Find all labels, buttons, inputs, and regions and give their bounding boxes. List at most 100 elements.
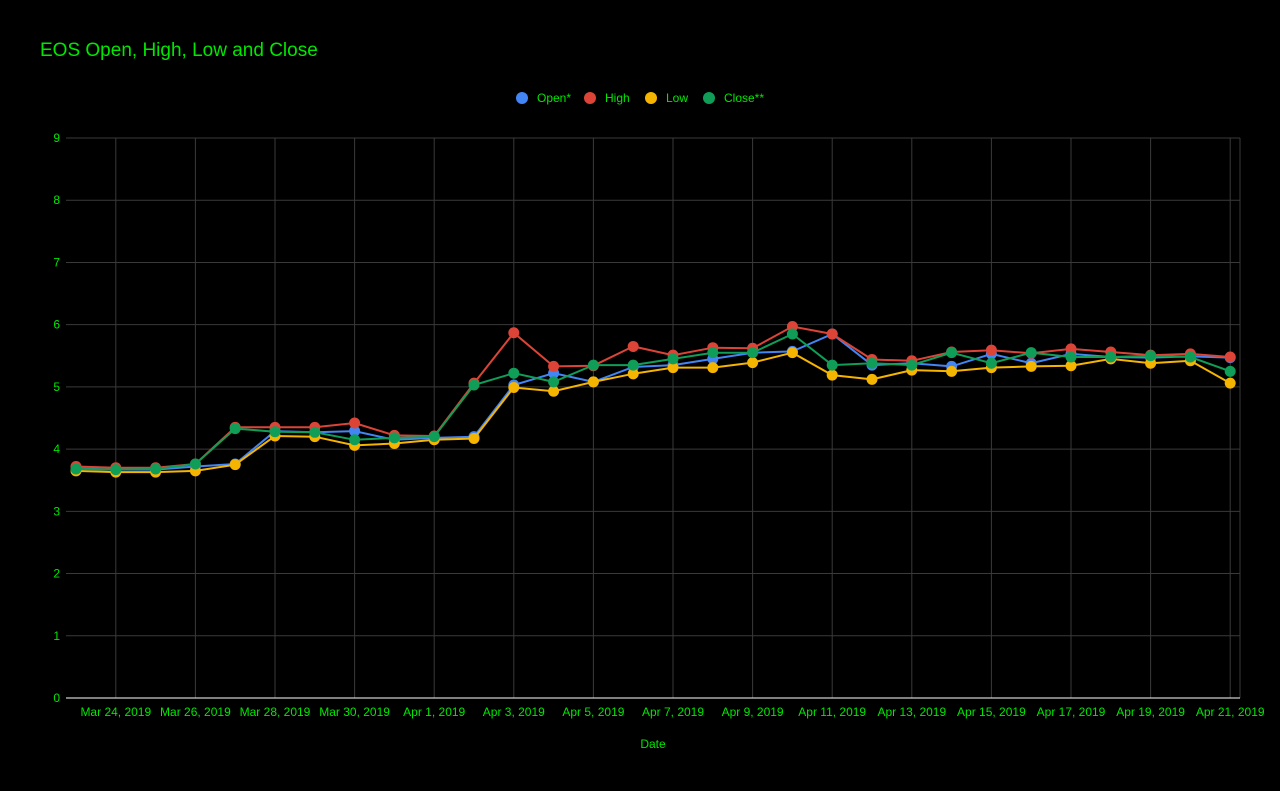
chart-title: EOS Open, High, Low and Close — [40, 40, 318, 61]
y-tick-label: 9 — [53, 131, 60, 145]
legend-marker-high — [584, 92, 596, 104]
y-tick-label: 0 — [53, 691, 60, 705]
data-point-low — [229, 459, 241, 471]
x-axis-tick-labels: Mar 24, 2019 Mar 26, 2019 Mar 28, 2019 Mar … — [80, 705, 1264, 719]
data-point-low — [1065, 360, 1077, 372]
y-tick-label: 1 — [53, 629, 60, 643]
legend-label-low: Low — [666, 91, 689, 105]
data-point-high — [1065, 343, 1077, 355]
legend-marker-low — [645, 92, 657, 104]
data-point-low — [786, 347, 798, 359]
data-point-close — [269, 426, 281, 438]
data-point-close — [946, 347, 958, 359]
data-point-close — [707, 347, 719, 359]
data-point-low — [508, 382, 520, 394]
legend-item-open[interactable]: Open* — [516, 89, 571, 107]
data-point-close — [1184, 351, 1196, 363]
x-tick-label: Mar 30, 2019 — [319, 705, 390, 719]
data-point-high — [548, 360, 560, 372]
x-tick-label: Apr 15, 2019 — [957, 705, 1026, 719]
data-point-close — [229, 423, 241, 435]
x-tick-label: Apr 3, 2019 — [483, 705, 545, 719]
x-tick-label: Apr 13, 2019 — [877, 705, 946, 719]
data-point-close — [1025, 347, 1037, 359]
data-point-close — [508, 367, 520, 379]
data-point-close — [587, 359, 599, 371]
data-point-close — [189, 458, 201, 470]
x-tick-label: Apr 1, 2019 — [403, 705, 465, 719]
series-high — [70, 321, 1236, 474]
data-point-close — [110, 464, 122, 476]
y-axis-tick-labels: 0 1 2 3 4 5 6 7 8 9 — [53, 131, 60, 705]
y-tick-label: 5 — [53, 380, 60, 394]
legend-label-close: Close** — [724, 91, 765, 105]
data-point-close — [1145, 350, 1157, 362]
data-point-close — [428, 431, 440, 443]
data-point-close — [667, 353, 679, 365]
legend-marker-open — [516, 92, 528, 104]
x-tick-label: Apr 7, 2019 — [642, 705, 704, 719]
y-tick-label: 6 — [53, 318, 60, 332]
data-point-high — [1224, 351, 1236, 363]
x-tick-label: Apr 17, 2019 — [1037, 705, 1106, 719]
y-tick-label: 7 — [53, 255, 60, 269]
series-line-open — [75, 332, 1231, 471]
data-point-close — [150, 463, 162, 475]
y-tick-label: 2 — [53, 567, 60, 581]
x-tick-label: Apr 9, 2019 — [722, 705, 784, 719]
data-point-low — [627, 368, 639, 380]
series-line-close — [75, 332, 1231, 471]
legend-label-open: Open* — [537, 91, 572, 105]
data-point-close — [1065, 351, 1077, 363]
legend-item-close[interactable]: Close** — [703, 89, 764, 107]
x-tick-label: Mar 24, 2019 — [80, 705, 151, 719]
x-tick-label: Apr 5, 2019 — [562, 705, 624, 719]
data-point-low — [826, 369, 838, 381]
y-tick-label: 8 — [53, 193, 60, 207]
data-point-low — [548, 385, 560, 397]
data-point-close — [349, 434, 361, 446]
data-point-close — [388, 432, 400, 444]
data-point-close — [1105, 351, 1117, 363]
data-point-close — [786, 328, 798, 340]
data-point-close — [1224, 365, 1236, 377]
data-point-high — [826, 328, 838, 340]
data-point-close — [866, 357, 878, 369]
x-tick-label: Apr 19, 2019 — [1116, 705, 1185, 719]
data-point-close — [826, 359, 838, 371]
chart-legend: Open* High Low Close** — [0, 89, 1280, 107]
data-point-low — [667, 362, 679, 374]
data-point-high — [985, 344, 997, 356]
grid-lines — [66, 137, 1241, 698]
data-point-high — [349, 417, 361, 429]
x-axis-title: Date — [640, 737, 666, 751]
x-tick-label: Apr 21, 2019 — [1196, 705, 1265, 719]
data-point-low — [866, 373, 878, 385]
data-point-close — [70, 463, 82, 475]
data-point-close — [906, 359, 918, 371]
data-point-close — [468, 379, 480, 391]
data-point-close — [309, 426, 321, 438]
x-tick-label: Mar 26, 2019 — [160, 705, 231, 719]
data-point-low — [747, 357, 759, 369]
legend-item-high[interactable]: High — [584, 89, 630, 107]
data-point-high — [508, 327, 520, 339]
x-tick-label: Mar 28, 2019 — [240, 705, 311, 719]
series-group — [70, 321, 1236, 478]
series-line-low — [75, 351, 1231, 474]
data-point-low — [707, 362, 719, 374]
legend-marker-close — [703, 92, 715, 104]
data-point-low — [946, 365, 958, 377]
data-point-low — [1224, 377, 1236, 389]
series-close — [70, 328, 1236, 476]
data-point-low — [468, 433, 480, 445]
data-point-low — [1025, 360, 1037, 372]
y-tick-label: 3 — [53, 504, 60, 518]
x-tick-label: Apr 11, 2019 — [798, 705, 866, 719]
data-point-close — [985, 357, 997, 369]
y-tick-label: 4 — [53, 442, 60, 456]
legend-item-low[interactable]: Low — [645, 89, 688, 107]
data-point-low — [587, 376, 599, 388]
data-point-close — [627, 359, 639, 371]
